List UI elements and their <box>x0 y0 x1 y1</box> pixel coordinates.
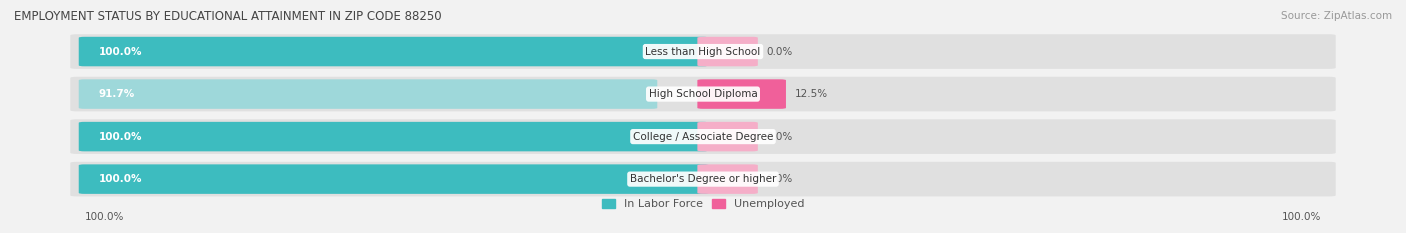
FancyBboxPatch shape <box>697 79 786 109</box>
FancyBboxPatch shape <box>697 122 758 151</box>
Text: 100.0%: 100.0% <box>98 47 142 57</box>
Text: 100.0%: 100.0% <box>98 132 142 142</box>
FancyBboxPatch shape <box>79 37 709 66</box>
Text: 100.0%: 100.0% <box>1282 212 1322 222</box>
FancyBboxPatch shape <box>697 164 758 194</box>
FancyBboxPatch shape <box>70 34 1336 69</box>
Text: Less than High School: Less than High School <box>645 47 761 57</box>
Text: 12.5%: 12.5% <box>794 89 828 99</box>
Text: EMPLOYMENT STATUS BY EDUCATIONAL ATTAINMENT IN ZIP CODE 88250: EMPLOYMENT STATUS BY EDUCATIONAL ATTAINM… <box>14 10 441 23</box>
Text: 0.0%: 0.0% <box>766 174 793 184</box>
FancyBboxPatch shape <box>79 122 709 151</box>
Text: 100.0%: 100.0% <box>98 174 142 184</box>
Text: 0.0%: 0.0% <box>766 47 793 57</box>
Text: 100.0%: 100.0% <box>84 212 124 222</box>
FancyBboxPatch shape <box>70 119 1336 154</box>
FancyBboxPatch shape <box>70 162 1336 196</box>
FancyBboxPatch shape <box>79 79 657 109</box>
FancyBboxPatch shape <box>79 164 709 194</box>
Legend: In Labor Force, Unemployed: In Labor Force, Unemployed <box>598 194 808 213</box>
FancyBboxPatch shape <box>697 37 758 66</box>
Text: 91.7%: 91.7% <box>98 89 135 99</box>
Text: Source: ZipAtlas.com: Source: ZipAtlas.com <box>1281 11 1392 21</box>
Text: 0.0%: 0.0% <box>766 132 793 142</box>
Text: College / Associate Degree: College / Associate Degree <box>633 132 773 142</box>
Text: Bachelor's Degree or higher: Bachelor's Degree or higher <box>630 174 776 184</box>
Text: High School Diploma: High School Diploma <box>648 89 758 99</box>
FancyBboxPatch shape <box>70 77 1336 111</box>
